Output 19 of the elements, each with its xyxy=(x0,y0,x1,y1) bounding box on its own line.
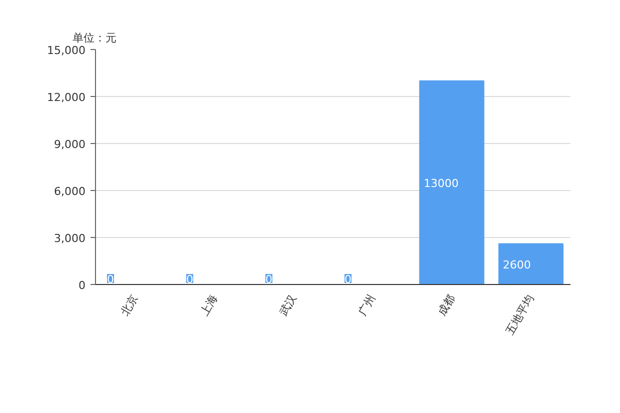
data-label: 0 xyxy=(107,273,114,286)
x-tick-label: 北京 xyxy=(118,292,141,318)
y-tick-label: 3,000 xyxy=(54,232,86,245)
y-tick-label: 9,000 xyxy=(54,138,86,151)
data-label: 2600 xyxy=(502,258,531,272)
x-tick-label: 广州 xyxy=(356,292,378,318)
y-axis-title: 单位：元 xyxy=(72,32,116,44)
x-tick-label: 五地平均 xyxy=(503,292,537,337)
x-tick-label: 上海 xyxy=(198,292,220,318)
data-label: 0 xyxy=(344,273,352,286)
x-tick-label: 成都 xyxy=(435,292,458,318)
y-tick-label: 0 xyxy=(78,279,86,292)
y-tick-label: 6,000 xyxy=(54,185,86,198)
data-label: 0 xyxy=(186,273,194,286)
x-tick-label: 武汉 xyxy=(276,292,300,318)
data-label: 13000 xyxy=(424,177,459,190)
y-tick-label: 15,000 xyxy=(47,44,86,57)
data-label: 0 xyxy=(265,273,272,286)
y-tick-label: 12,000 xyxy=(47,91,86,104)
